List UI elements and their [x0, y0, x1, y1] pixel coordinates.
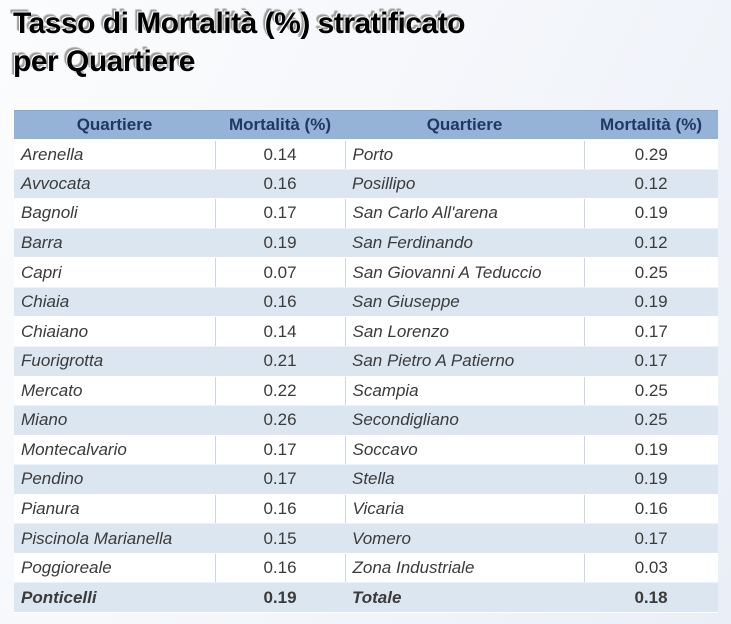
quartiere-cell: Zona Industriale	[345, 553, 585, 584]
mortality-table: Quartiere Mortalità (%) Quartiere Mortal…	[14, 110, 718, 613]
quartiere-cell: Ponticelli	[14, 582, 215, 613]
mortality-value-cell: 0.16	[215, 169, 345, 200]
table-row: Pendino 0.17 Stella 0.19	[14, 464, 718, 495]
quartiere-cell: Mercato	[14, 376, 216, 407]
mortality-value-cell: 0.19	[215, 228, 345, 259]
mortality-value-cell: 0.22	[215, 376, 346, 407]
mortality-value-cell: 0.15	[215, 523, 345, 554]
mortality-value-cell: 0.07	[215, 257, 346, 288]
mortality-value-cell: 0.16	[215, 494, 346, 525]
table-row: Avvocata 0.16 Posillipo 0.12	[14, 169, 718, 200]
mortality-value-cell: 0.19	[584, 287, 718, 318]
quartiere-cell: San Ferdinando	[345, 228, 584, 259]
mortality-value-cell: 0.16	[584, 494, 718, 525]
mortality-value-cell: 0.19	[584, 435, 718, 466]
mortality-value-cell: 0.29	[584, 139, 718, 170]
mortality-value-cell: 0.17	[215, 198, 346, 229]
quartiere-cell: Avvocata	[14, 169, 215, 200]
quartiere-cell: Miano	[14, 405, 215, 436]
mortality-value-cell: 0.12	[584, 169, 718, 200]
table-row: Chiaia 0.16 San Giuseppe 0.19	[14, 287, 718, 318]
table-row: Piscinola Marianella 0.15 Vomero 0.17	[14, 523, 718, 554]
mortality-value-cell: 0.19	[584, 198, 718, 229]
quartiere-cell: Totale	[345, 582, 584, 613]
quartiere-cell: Secondigliano	[345, 405, 584, 436]
quartiere-cell: Fuorigrotta	[14, 346, 215, 377]
quartiere-cell: Soccavo	[345, 435, 585, 466]
quartiere-cell: San Giovanni A Teduccio	[345, 257, 585, 288]
mortality-value-cell: 0.19	[584, 464, 718, 495]
quartiere-cell: Barra	[14, 228, 215, 259]
mortality-value-cell: 0.17	[584, 316, 718, 347]
quartiere-cell: San Carlo All'arena	[345, 198, 585, 229]
mortality-value-cell: 0.12	[584, 228, 718, 259]
quartiere-cell: San Giuseppe	[345, 287, 584, 318]
mortality-value-cell: 0.18	[584, 582, 718, 613]
quartiere-cell: Piscinola Marianella	[14, 523, 215, 554]
mortality-value-cell: 0.17	[215, 435, 346, 466]
quartiere-cell: San Lorenzo	[345, 316, 585, 347]
quartiere-cell: Pendino	[14, 464, 215, 495]
table-row: Capri 0.07 San Giovanni A Teduccio 0.25	[14, 257, 718, 288]
page-title-line1: Tasso di Mortalità (%) stratificato	[13, 7, 466, 40]
table-row: Chiaiano 0.14 San Lorenzo 0.17	[14, 316, 718, 347]
quartiere-cell: Capri	[14, 257, 216, 288]
table-body: Arenella 0.14 Porto 0.29 Avvocata 0.16 Posilli…	[14, 139, 718, 613]
mortality-value-cell: 0.14	[215, 316, 346, 347]
column-header-quartiere-right: Quartiere	[345, 110, 584, 141]
mortality-value-cell: 0.25	[584, 405, 718, 436]
quartiere-cell: Montecalvario	[14, 435, 216, 466]
table-row: Arenella 0.14 Porto 0.29	[14, 139, 718, 170]
mortality-value-cell: 0.25	[584, 376, 718, 407]
table-row: Miano 0.26 Secondigliano 0.25	[14, 405, 718, 436]
mortality-value-cell: 0.16	[215, 553, 346, 584]
mortality-value-cell: 0.17	[584, 346, 718, 377]
header-row: Quartiere Mortalità (%) Quartiere Mortal…	[14, 110, 718, 141]
column-header-mortalita-right: Mortalità (%)	[584, 110, 718, 141]
column-header-mortalita-left: Mortalità (%)	[215, 110, 345, 141]
quartiere-cell: Posillipo	[345, 169, 584, 200]
page-title: Tasso di Mortalità (%) stratificato per …	[13, 5, 466, 81]
mortality-value-cell: 0.17	[584, 523, 718, 554]
quartiere-cell: Arenella	[14, 139, 216, 170]
column-header-quartiere-left: Quartiere	[14, 110, 215, 141]
quartiere-cell: Porto	[345, 139, 585, 170]
mortality-value-cell: 0.16	[215, 287, 345, 318]
table-row: Barra 0.19 San Ferdinando 0.12	[14, 228, 718, 259]
mortality-value-cell: 0.03	[584, 553, 718, 584]
quartiere-cell: Scampia	[345, 376, 585, 407]
quartiere-cell: San Pietro A Patierno	[345, 346, 584, 377]
table-row: Poggioreale 0.16 Zona Industriale 0.03	[14, 553, 718, 584]
mortality-value-cell: 0.21	[215, 346, 345, 377]
mortality-value-cell: 0.14	[215, 139, 346, 170]
page-title-line2: per Quartiere	[13, 45, 195, 78]
quartiere-cell: Bagnoli	[14, 198, 216, 229]
table-row: Bagnoli 0.17 San Carlo All'arena 0.19	[14, 198, 718, 229]
mortality-value-cell: 0.17	[215, 464, 345, 495]
mortality-value-cell: 0.25	[584, 257, 718, 288]
quartiere-cell: Chiaiano	[14, 316, 216, 347]
table-row: Montecalvario 0.17 Soccavo 0.19	[14, 435, 718, 466]
table-row-total: Ponticelli 0.19 Totale 0.18	[14, 582, 718, 613]
table-row: Pianura 0.16 Vicaria 0.16	[14, 494, 718, 525]
table-row: Fuorigrotta 0.21 San Pietro A Patierno 0.17	[14, 346, 718, 377]
mortality-value-cell: 0.26	[215, 405, 345, 436]
mortality-value-cell: 0.19	[215, 582, 345, 613]
quartiere-cell: Chiaia	[14, 287, 215, 318]
table-header: Quartiere Mortalità (%) Quartiere Mortal…	[14, 110, 718, 141]
quartiere-cell: Stella	[345, 464, 584, 495]
quartiere-cell: Vicaria	[345, 494, 585, 525]
quartiere-cell: Pianura	[14, 494, 216, 525]
quartiere-cell: Poggioreale	[14, 553, 216, 584]
table-row: Mercato 0.22 Scampia 0.25	[14, 376, 718, 407]
quartiere-cell: Vomero	[345, 523, 584, 554]
